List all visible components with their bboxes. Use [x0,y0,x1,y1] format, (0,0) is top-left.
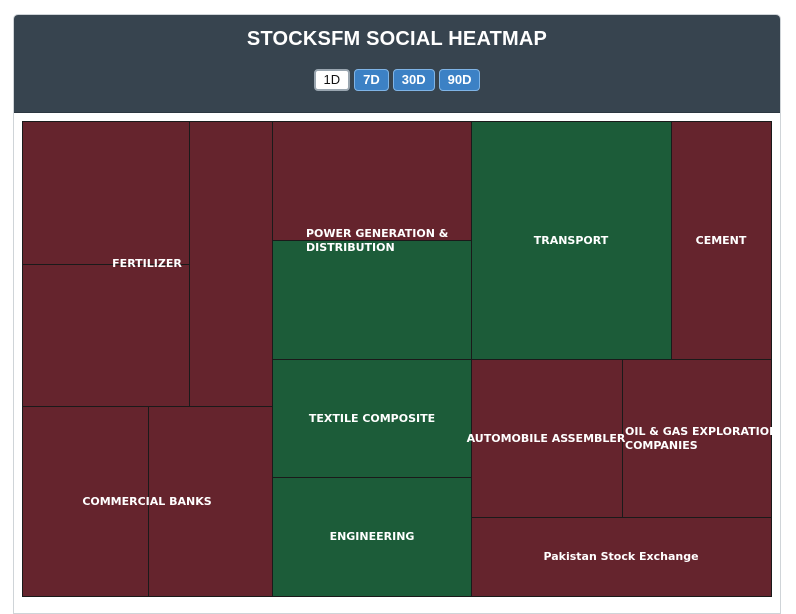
stock-cell-oil-gas-exploration[interactable] [622,359,772,518]
sector-treemap: FERTILIZER COMMERCIAL BANKS POWER GENERA… [22,121,778,597]
page-title: STOCKSFM SOCIAL HEATMAP [246,28,548,50]
stock-cell-commercial-banks-1[interactable] [22,406,149,597]
range-button-group: 1D 7D 30D 90D [14,69,780,91]
stock-cell-power-generation-2[interactable] [272,240,472,360]
stock-cell-pakistan-stock-exchange[interactable] [471,517,772,597]
stock-cell-fertilizer-2[interactable] [22,264,190,407]
range-button-90d[interactable]: 90D [438,69,481,91]
range-button-7d[interactable]: 7D [354,69,389,91]
stock-cell-cement[interactable] [671,121,772,360]
range-button-1d[interactable]: 1D [313,69,351,91]
stock-cell-fertilizer-3[interactable] [189,121,273,407]
header-bar: STOCKSFM SOCIAL HEATMAP 1D 7D 30D 90D [14,15,780,113]
stock-cell-commercial-banks-2[interactable] [148,406,273,597]
stock-cell-transport[interactable] [471,121,672,360]
range-button-30d[interactable]: 30D [392,69,435,91]
stock-cell-automobile-assembler[interactable] [471,359,623,518]
stock-cell-fertilizer-1[interactable] [22,121,190,265]
stock-cell-power-generation-1[interactable] [272,121,472,241]
stock-cell-textile-composite[interactable] [272,359,472,478]
stock-cell-engineering[interactable] [272,477,472,597]
